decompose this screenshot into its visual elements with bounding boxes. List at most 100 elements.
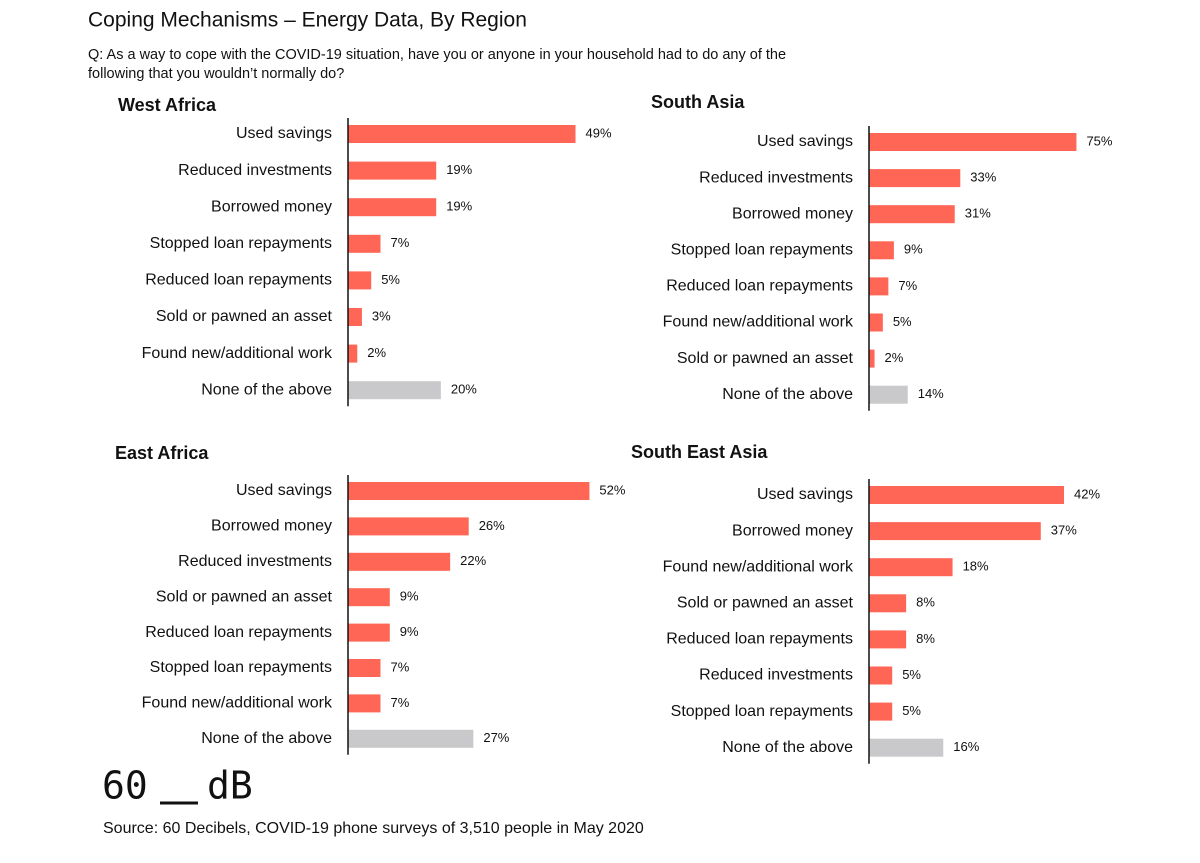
category-label: Reduced loan repayments	[666, 278, 853, 295]
category-label: Reduced investments	[178, 162, 332, 179]
bar	[869, 349, 875, 368]
bar	[348, 694, 381, 713]
category-label: Sold or pawned an asset	[677, 595, 854, 612]
bar	[348, 234, 381, 253]
value-label: 5%	[902, 703, 921, 718]
bar	[348, 125, 576, 143]
subtitle: Q: As a way to cope with the COVID-19 si…	[88, 47, 786, 63]
bar	[348, 381, 441, 400]
value-label: 7%	[391, 235, 410, 250]
value-label: 18%	[963, 559, 989, 574]
bar	[348, 482, 590, 500]
bar	[348, 517, 469, 536]
value-label: 2%	[885, 350, 904, 365]
category-label: Used savings	[757, 486, 853, 503]
category-label: Stopped loan repayments	[671, 703, 853, 720]
category-label: Found new/additional work	[142, 695, 333, 712]
category-label: Borrowed money	[211, 518, 332, 535]
bar	[348, 271, 372, 290]
category-label: None of the above	[722, 386, 853, 403]
bar-chart: South East Asia Used savings 42% Borrowed m…	[631, 442, 1100, 764]
subtitle: following that you wouldn’t normally do?	[88, 66, 344, 82]
bar	[869, 313, 883, 332]
value-label: 5%	[381, 272, 400, 287]
bar	[348, 344, 358, 363]
bar	[869, 241, 894, 260]
bar	[869, 738, 944, 757]
value-label: 9%	[904, 242, 923, 257]
logo-right: dB	[207, 764, 253, 808]
category-label: Used savings	[757, 133, 853, 150]
logo-left: 60	[102, 764, 148, 808]
category-label: Reduced loan repayments	[145, 624, 332, 641]
logo: 60 dB	[102, 764, 253, 808]
value-label: 7%	[391, 695, 410, 710]
value-label: 19%	[446, 199, 472, 214]
chart-title: South East Asia	[631, 442, 768, 462]
category-label: Borrowed money	[732, 522, 853, 539]
bar	[869, 277, 889, 296]
chart-title: South Asia	[651, 92, 745, 112]
bar	[869, 558, 953, 577]
bar	[869, 133, 1077, 151]
value-label: 9%	[400, 624, 419, 639]
value-label: 14%	[918, 386, 944, 401]
bar	[348, 659, 381, 677]
value-label: 5%	[893, 314, 912, 329]
category-label: None of the above	[201, 730, 332, 747]
bar	[869, 205, 955, 224]
category-label: Used savings	[236, 482, 332, 499]
bar	[348, 588, 390, 607]
category-label: Reduced investments	[178, 553, 332, 570]
category-label: Reduced loan repayments	[145, 272, 332, 289]
bar	[348, 623, 390, 642]
category-label: Stopped loan repayments	[150, 235, 332, 252]
value-label: 16%	[953, 739, 979, 754]
category-label: Sold or pawned an asset	[156, 588, 333, 605]
value-label: 22%	[460, 553, 486, 568]
category-label: Used savings	[236, 125, 332, 142]
value-label: 26%	[479, 518, 505, 533]
value-label: 42%	[1074, 486, 1100, 501]
value-label: 5%	[902, 667, 921, 682]
bar	[869, 630, 907, 649]
bar	[869, 594, 907, 613]
bar	[348, 161, 437, 180]
value-label: 9%	[400, 589, 419, 604]
bar	[869, 385, 908, 404]
bar	[869, 169, 961, 188]
bar	[869, 702, 893, 721]
category-label: Stopped loan repayments	[671, 242, 853, 259]
value-label: 7%	[391, 659, 410, 674]
bar	[348, 308, 362, 326]
source: Source: 60 Decibels, COVID-19 phone surv…	[103, 820, 644, 837]
value-label: 19%	[446, 162, 472, 177]
value-label: 8%	[916, 631, 935, 646]
category-label: Borrowed money	[732, 205, 853, 222]
category-label: Found new/additional work	[663, 314, 854, 331]
value-label: 49%	[586, 125, 612, 140]
value-label: 37%	[1051, 523, 1077, 538]
bar	[348, 729, 474, 748]
value-label: 27%	[483, 730, 509, 745]
category-label: Reduced loan repayments	[666, 631, 853, 648]
bar	[348, 198, 437, 217]
category-label: Borrowed money	[211, 198, 332, 215]
bar	[869, 486, 1064, 504]
category-label: Sold or pawned an asset	[677, 350, 854, 367]
chart-title: West Africa	[118, 95, 217, 115]
category-label: None of the above	[722, 739, 853, 756]
bar	[869, 666, 893, 685]
bar-chart: East Africa Used savings 52% Borrowed money…	[115, 443, 626, 755]
value-label: 20%	[451, 382, 477, 397]
category-label: Found new/additional work	[663, 558, 854, 575]
value-label: 2%	[367, 345, 386, 360]
bar	[869, 522, 1041, 541]
category-label: Stopped loan repayments	[150, 659, 332, 676]
bar	[348, 552, 451, 571]
value-label: 33%	[970, 170, 996, 185]
chart-title: East Africa	[115, 443, 209, 463]
category-label: Reduced investments	[699, 169, 853, 186]
value-label: 52%	[599, 482, 625, 497]
